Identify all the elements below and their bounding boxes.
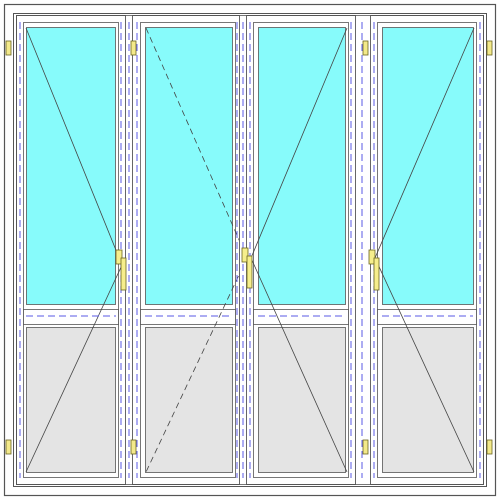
panel-2-sash-inner	[140, 22, 236, 478]
mullion-3	[355, 15, 371, 485]
hinge-icon	[362, 40, 369, 56]
hinge-icon	[486, 439, 493, 455]
panel-4-opening-line	[374, 257, 475, 473]
panel-4-opening-line	[374, 27, 475, 259]
hinge-icon	[130, 439, 137, 455]
panel-4	[370, 15, 484, 485]
panel-1-opening-line	[25, 27, 123, 266]
panel-3	[246, 15, 356, 485]
panel-1-glass	[26, 27, 116, 305]
hinge-icon	[130, 40, 137, 56]
handles	[115, 247, 380, 291]
hinges	[5, 40, 493, 455]
panel-4-transom	[377, 309, 477, 325]
panel-2	[132, 15, 248, 485]
panel-4-lower-panel	[382, 327, 474, 473]
panel-3-transom	[253, 309, 349, 325]
panel-3-opening-line	[250, 27, 348, 259]
panel-3-lower-panel	[258, 327, 346, 473]
panel-3-sash-inner	[253, 22, 349, 478]
panel-2-lower-panel	[145, 327, 233, 473]
mullion-1	[125, 15, 133, 485]
panel-2-opening-line	[145, 27, 248, 259]
panel-3-opening-line	[250, 257, 348, 473]
hinge-icon	[5, 439, 12, 455]
panel-1-lower-panel	[26, 327, 116, 473]
hinge-icon	[486, 40, 493, 56]
hinge-icon	[362, 439, 369, 455]
panel-4-sash-inner	[377, 22, 477, 478]
panel-1-transom	[23, 309, 119, 325]
handle-icon	[115, 249, 127, 291]
panel-3-glass	[258, 27, 346, 305]
panel-4-glass	[382, 27, 474, 305]
panel-1	[16, 15, 126, 485]
panel-2-glass	[145, 27, 233, 305]
panel-2-transom	[140, 309, 236, 325]
gasket-lines	[19, 22, 481, 478]
handle-icon	[241, 247, 253, 289]
panel-1-opening-line	[25, 264, 123, 473]
hinge-icon	[5, 40, 12, 56]
outer-frame-inner	[13, 13, 487, 487]
handle-icon	[368, 249, 380, 291]
